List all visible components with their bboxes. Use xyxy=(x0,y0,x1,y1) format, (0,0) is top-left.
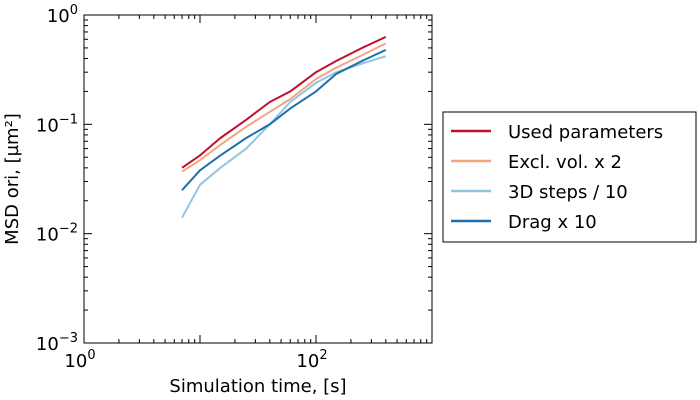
x-tick-label: 102 xyxy=(296,348,327,372)
y-tick-label: 100 xyxy=(47,3,78,27)
y-tick-label: 10−1 xyxy=(36,112,78,136)
legend-label: Used parameters xyxy=(508,122,663,143)
y-axis-label: MSD ori, [µm²] xyxy=(2,113,23,245)
x-tick-label: 100 xyxy=(64,348,95,372)
series-line-4 xyxy=(181,48,387,191)
plot-area xyxy=(83,14,433,344)
y-tick-label: 10−3 xyxy=(36,331,78,355)
series-line-2 xyxy=(181,42,387,173)
series-line-1 xyxy=(181,35,387,169)
legend-label: Drag x 10 xyxy=(508,212,597,233)
legend-label: 3D steps / 10 xyxy=(508,182,628,203)
legend-label: Excl. vol. x 2 xyxy=(508,152,622,173)
x-axis-label: Simulation time, [s] xyxy=(169,376,346,397)
y-tick-label: 10−2 xyxy=(36,222,78,246)
